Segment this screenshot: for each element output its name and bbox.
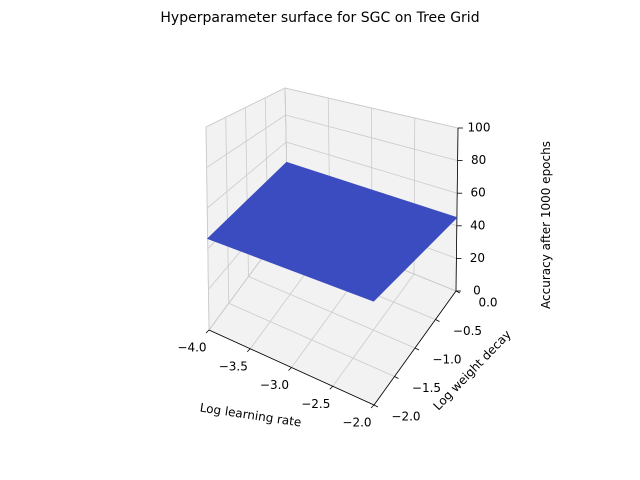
x-tick-label: −2.5 <box>301 397 330 411</box>
y-tick-mark <box>373 404 379 408</box>
z-tick-label: 60 <box>471 186 486 200</box>
surface-layer <box>206 161 458 302</box>
x-tick-mark <box>370 404 375 409</box>
grid-line-z-side <box>206 141 287 209</box>
grid-line-z-back <box>285 114 458 161</box>
z-tick-label: 100 <box>468 121 491 135</box>
x-tick-mark <box>205 329 210 334</box>
y-tick-mark <box>394 376 399 379</box>
y-tick-label: −1.0 <box>432 353 461 367</box>
grid-line-y-wall <box>225 117 230 304</box>
x-tick-label: −2.0 <box>342 416 371 430</box>
y-tick-label: −1.5 <box>412 381 441 395</box>
y-tick-label: 0.0 <box>478 296 497 310</box>
grid-line-z-side <box>205 87 286 128</box>
tick-labels: −4.0 −3.5 −3.0 −2.5 −2.0 −2.0 −1.5 −1.0 −0.5 0.00… <box>177 121 497 430</box>
grid-line-z-back <box>284 87 459 129</box>
y-tick-mark <box>435 319 440 322</box>
x-axis-label: Log learning rate <box>199 401 302 430</box>
z-tick-label: 20 <box>470 251 485 265</box>
z-axis-label: Accuracy after 1000 epochs <box>539 141 553 309</box>
z-axis-line <box>455 127 459 292</box>
z-tick-label: 80 <box>471 153 486 167</box>
x-tick-label: −3.5 <box>219 359 248 373</box>
y-tick-label: −0.5 <box>453 324 482 338</box>
y-tick-label: −2.0 <box>391 410 420 424</box>
grid-line-z-back <box>286 141 458 194</box>
grid-line-y-floor <box>228 302 395 377</box>
x-tick-label: −3.0 <box>260 378 289 392</box>
x-tick-mark <box>288 367 292 371</box>
z-tick-label: 40 <box>470 218 485 232</box>
x-tick-mark <box>329 385 334 390</box>
x-tick-label: −4.0 <box>177 341 206 355</box>
grid-line-z-side <box>206 114 286 168</box>
x-tick-mark <box>246 348 251 353</box>
y-axis-label: Log weight decay <box>430 327 513 413</box>
grid-line-y-wall <box>205 126 210 331</box>
chart-title: Hyperparameter surface for SGC on Tree G… <box>160 10 479 26</box>
grid-line-y-floor <box>248 276 416 349</box>
z-tick-label: 0 <box>473 284 481 298</box>
surface-patch <box>206 161 458 302</box>
y-tick-mark <box>414 347 420 351</box>
